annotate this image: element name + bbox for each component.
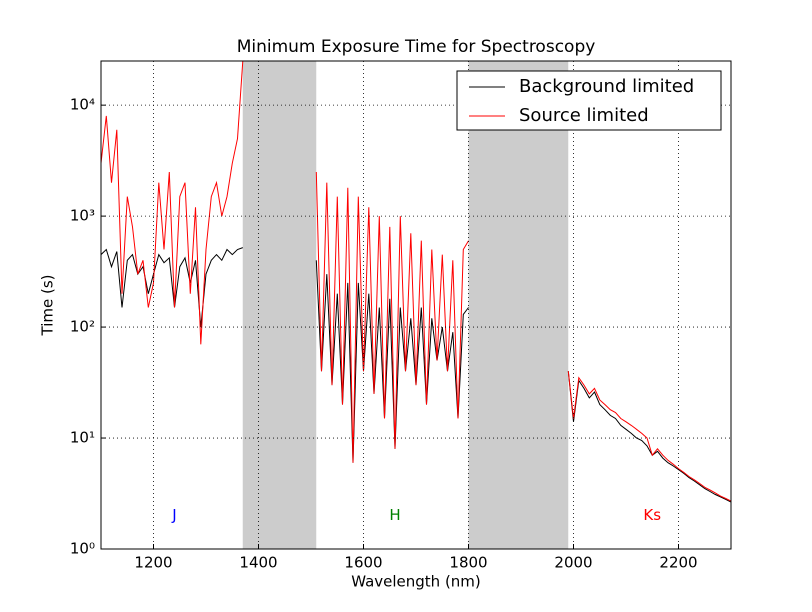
- excluded-band: [242, 61, 317, 549]
- excluded-band: [468, 61, 569, 549]
- legend-label: Source limited: [519, 105, 649, 126]
- y-tick-label: 10⁴: [70, 96, 95, 114]
- x-axis-label: Wavelength (nm): [351, 573, 481, 591]
- annotation: Ks: [643, 506, 661, 524]
- x-tick-label: 1600: [344, 554, 382, 572]
- x-tick-label: 1800: [449, 554, 487, 572]
- y-axis-label: Time (s): [39, 275, 57, 337]
- plot-area: [101, 61, 731, 549]
- legend-box: [456, 70, 722, 131]
- y-tick-label: 10⁰: [70, 540, 95, 558]
- y-tick-label: 10¹: [70, 429, 95, 447]
- chart-title: Minimum Exposure Time for Spectroscopy: [237, 37, 596, 57]
- x-tick-label: 2000: [554, 554, 592, 572]
- x-tick-label: 1400: [239, 554, 277, 572]
- annotation: H: [389, 506, 400, 524]
- plot-frame: [100, 60, 732, 550]
- x-tick-label: 2200: [659, 554, 697, 572]
- y-tick-label: 10³: [70, 207, 95, 225]
- y-tick-label: 10²: [70, 318, 95, 336]
- x-tick-label: 1200: [134, 554, 172, 572]
- annotation: J: [171, 506, 176, 524]
- legend-label: Background limited: [519, 76, 694, 97]
- series-line: [101, 61, 731, 502]
